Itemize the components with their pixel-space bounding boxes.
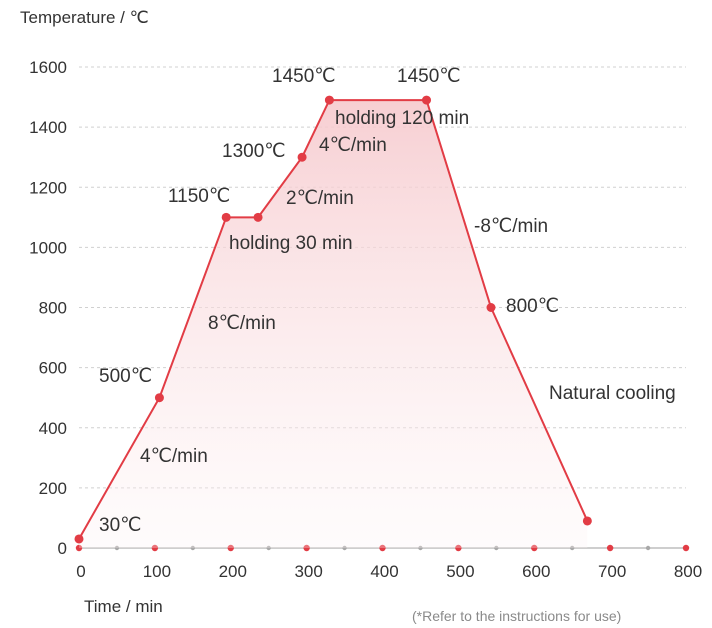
data-point <box>74 534 84 544</box>
x-tick-label: 300 <box>294 562 322 581</box>
footnote: (*Refer to the instructions for use) <box>412 608 622 624</box>
y-axis-title: Temperature / ℃ <box>20 8 149 27</box>
data-point <box>221 212 231 222</box>
data-point <box>582 516 592 526</box>
annotation-natural-cooling: Natural cooling <box>549 383 676 404</box>
x-tick-label: 400 <box>370 562 398 581</box>
data-point <box>253 212 263 222</box>
x-minor-dot <box>645 545 651 551</box>
data-point <box>154 393 164 403</box>
x-tick-label: 500 <box>446 562 474 581</box>
annotation-rate-8cmin: 8℃/min <box>208 313 276 334</box>
annotation-rate-2cmin: 2℃/min <box>286 188 354 209</box>
x-tick-label: 600 <box>522 562 550 581</box>
annotation-500c: 500℃ <box>99 366 152 387</box>
area-fill <box>79 100 588 548</box>
x-tick-label: 800 <box>674 562 702 581</box>
y-tick-label: 600 <box>39 359 67 378</box>
x-axis-title: Time / min <box>84 597 163 616</box>
y-tick-label: 800 <box>39 299 67 318</box>
annotation-rate-4cmin: 4℃/min <box>140 446 208 467</box>
annotation-30c: 30℃ <box>99 515 141 536</box>
annotation-1150c: 1150℃ <box>168 186 230 207</box>
y-tick-label: 1600 <box>29 58 67 77</box>
y-tick-label: 1400 <box>29 118 67 137</box>
data-point <box>324 95 334 105</box>
y-tick-label: 1200 <box>29 178 67 197</box>
data-point <box>422 95 432 105</box>
annotation-1300c: 1300℃ <box>222 141 286 162</box>
annotation-holding-120: holding 120 min <box>335 108 469 129</box>
x-tick-label: 100 <box>143 562 171 581</box>
annotation-1450c-end: 1450℃ <box>397 66 461 87</box>
annotation-rate-minus-8: -8℃/min <box>474 216 548 237</box>
annotation-1450c-start: 1450℃ <box>272 66 336 87</box>
x-tick-label: 200 <box>219 562 247 581</box>
data-point <box>297 152 307 162</box>
x-tick-dot <box>606 544 614 552</box>
x-tick-label: 0 <box>76 562 85 581</box>
y-tick-label: 1000 <box>29 238 67 257</box>
y-tick-label: 200 <box>39 479 67 498</box>
y-tick-label: 400 <box>39 419 67 438</box>
data-point <box>486 303 496 312</box>
x-tick-label: 700 <box>598 562 626 581</box>
annotation-800c: 800℃ <box>506 296 559 317</box>
annotation-holding-30: holding 30 min <box>229 233 353 254</box>
x-tick-dot <box>682 544 690 552</box>
y-tick-label: 0 <box>58 539 67 558</box>
annotation-rate-4cmin-2: 4℃/min <box>319 135 387 156</box>
